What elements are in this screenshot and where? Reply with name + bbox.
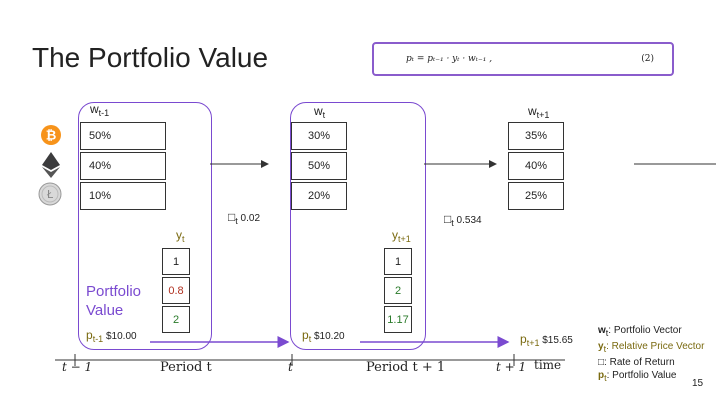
weight-cell: 40%: [508, 152, 564, 180]
bitcoin-icon: ₿: [41, 125, 61, 145]
price-cell: 2: [162, 306, 190, 333]
formula-equation: pₜ = pₜ₋₁ · yₜ · wₜ₋₁ ,: [406, 54, 493, 64]
weight-label-t1: wt+1: [528, 104, 550, 120]
return-t1: □t 0.534: [444, 212, 482, 228]
litecoin-icon: Ł: [38, 182, 62, 206]
period-t-panel: [78, 102, 212, 350]
weight-label-t-1: wt-1: [90, 102, 110, 118]
svg-text:₿: ₿: [46, 129, 57, 144]
price-label-t: yt: [176, 228, 185, 244]
weight-cell: 40%: [80, 152, 166, 180]
legend-item: pt: Portfolio Value: [598, 370, 677, 383]
weight-cell: 50%: [291, 152, 347, 180]
weight-cell: 20%: [291, 182, 347, 210]
price-label-t1: yt+1: [392, 228, 411, 244]
legend-item: yt: Relative Price Vector: [598, 341, 705, 354]
period-label: Period t + 1: [366, 360, 446, 375]
portfolio-value-t: pt $10.20: [302, 328, 345, 344]
formula-number: (2): [641, 54, 654, 64]
portfolio-value-t-1: pt-1 $10.00: [86, 328, 137, 344]
weight-cell: 25%: [508, 182, 564, 210]
legend-item: wt: Portfolio Vector: [598, 325, 682, 338]
page-number: 15: [692, 378, 704, 389]
price-cell: 1.17: [384, 306, 412, 333]
price-cell: 1: [384, 248, 412, 275]
weight-cell: 10%: [80, 182, 166, 210]
tick-label: t + 1: [496, 360, 527, 374]
price-cell: 2: [384, 277, 412, 304]
weight-cell: 50%: [80, 122, 166, 150]
legend-item: □: Rate of Return: [598, 357, 675, 368]
tick-label: t: [288, 360, 293, 374]
period-t1-panel: [290, 102, 426, 350]
return-t: □t 0.02: [228, 210, 261, 226]
svg-text:Ł: Ł: [46, 188, 54, 201]
weight-cell: 35%: [508, 122, 564, 150]
legend: wt: Portfolio Vector yt: Relative Price …: [598, 324, 704, 385]
price-cell: 1: [162, 248, 190, 275]
weight-label-t: wt: [314, 104, 326, 120]
time-axis-label: time: [534, 358, 562, 372]
slide-title: The Portfolio Value: [32, 42, 269, 73]
portfolio-value-t1: pt+1 $15.65: [520, 332, 573, 348]
formula-box: pₜ = pₜ₋₁ · yₜ · wₜ₋₁ , (2): [372, 42, 674, 76]
period-label: Period t: [160, 360, 212, 375]
weight-cell: 30%: [291, 122, 347, 150]
price-cell: 0.8: [162, 277, 190, 304]
portfolio-value-label: Portfolio Value: [86, 283, 142, 319]
tick-label: t − 1: [62, 360, 93, 374]
ethereum-icon: [42, 152, 60, 178]
